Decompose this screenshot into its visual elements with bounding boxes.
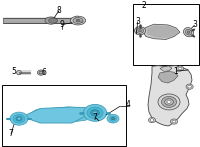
- Text: 3: 3: [192, 20, 197, 29]
- Text: 7: 7: [93, 113, 97, 122]
- Ellipse shape: [17, 70, 21, 75]
- Ellipse shape: [93, 112, 97, 114]
- Ellipse shape: [75, 16, 79, 18]
- Ellipse shape: [10, 112, 28, 125]
- Ellipse shape: [134, 27, 146, 35]
- Bar: [3, 18, 73, 23]
- Ellipse shape: [49, 18, 57, 23]
- Ellipse shape: [172, 120, 176, 123]
- Polygon shape: [26, 108, 91, 122]
- Ellipse shape: [87, 107, 103, 119]
- Bar: [2, 85, 126, 146]
- Ellipse shape: [188, 85, 191, 88]
- Ellipse shape: [109, 116, 117, 121]
- Text: 1: 1: [174, 67, 178, 76]
- Ellipse shape: [178, 67, 182, 70]
- Polygon shape: [26, 107, 91, 119]
- Ellipse shape: [83, 104, 107, 121]
- Text: 4: 4: [126, 100, 130, 109]
- Ellipse shape: [150, 119, 154, 121]
- Polygon shape: [148, 66, 192, 126]
- Ellipse shape: [37, 70, 45, 75]
- Ellipse shape: [13, 114, 25, 123]
- Ellipse shape: [16, 116, 22, 121]
- Ellipse shape: [165, 99, 173, 105]
- Ellipse shape: [40, 72, 42, 73]
- Ellipse shape: [186, 84, 193, 89]
- Ellipse shape: [186, 29, 192, 35]
- Ellipse shape: [161, 96, 177, 107]
- Ellipse shape: [81, 21, 83, 22]
- Ellipse shape: [111, 117, 115, 120]
- Ellipse shape: [167, 101, 171, 103]
- Text: 6: 6: [42, 68, 46, 77]
- Bar: [133, 4, 199, 65]
- Ellipse shape: [39, 71, 43, 74]
- Polygon shape: [160, 66, 172, 71]
- Text: 3: 3: [135, 17, 140, 26]
- Bar: [19, 72, 30, 73]
- Polygon shape: [147, 25, 179, 38]
- Ellipse shape: [170, 119, 178, 124]
- Ellipse shape: [158, 94, 180, 110]
- Ellipse shape: [107, 114, 119, 123]
- Text: 8: 8: [57, 6, 61, 15]
- Ellipse shape: [18, 118, 20, 120]
- Ellipse shape: [91, 110, 99, 116]
- Ellipse shape: [138, 30, 142, 32]
- Polygon shape: [158, 71, 178, 83]
- Polygon shape: [26, 107, 92, 123]
- Ellipse shape: [76, 19, 80, 22]
- Text: 9: 9: [60, 20, 64, 29]
- Text: 5: 5: [11, 67, 16, 76]
- Ellipse shape: [183, 28, 194, 37]
- Text: 7: 7: [9, 129, 13, 138]
- Ellipse shape: [176, 66, 184, 71]
- Ellipse shape: [73, 18, 83, 24]
- Ellipse shape: [70, 16, 86, 25]
- Text: 2: 2: [142, 1, 146, 10]
- Ellipse shape: [187, 31, 190, 34]
- Ellipse shape: [45, 17, 57, 24]
- Polygon shape: [143, 24, 180, 39]
- Ellipse shape: [136, 28, 144, 33]
- Ellipse shape: [148, 117, 156, 123]
